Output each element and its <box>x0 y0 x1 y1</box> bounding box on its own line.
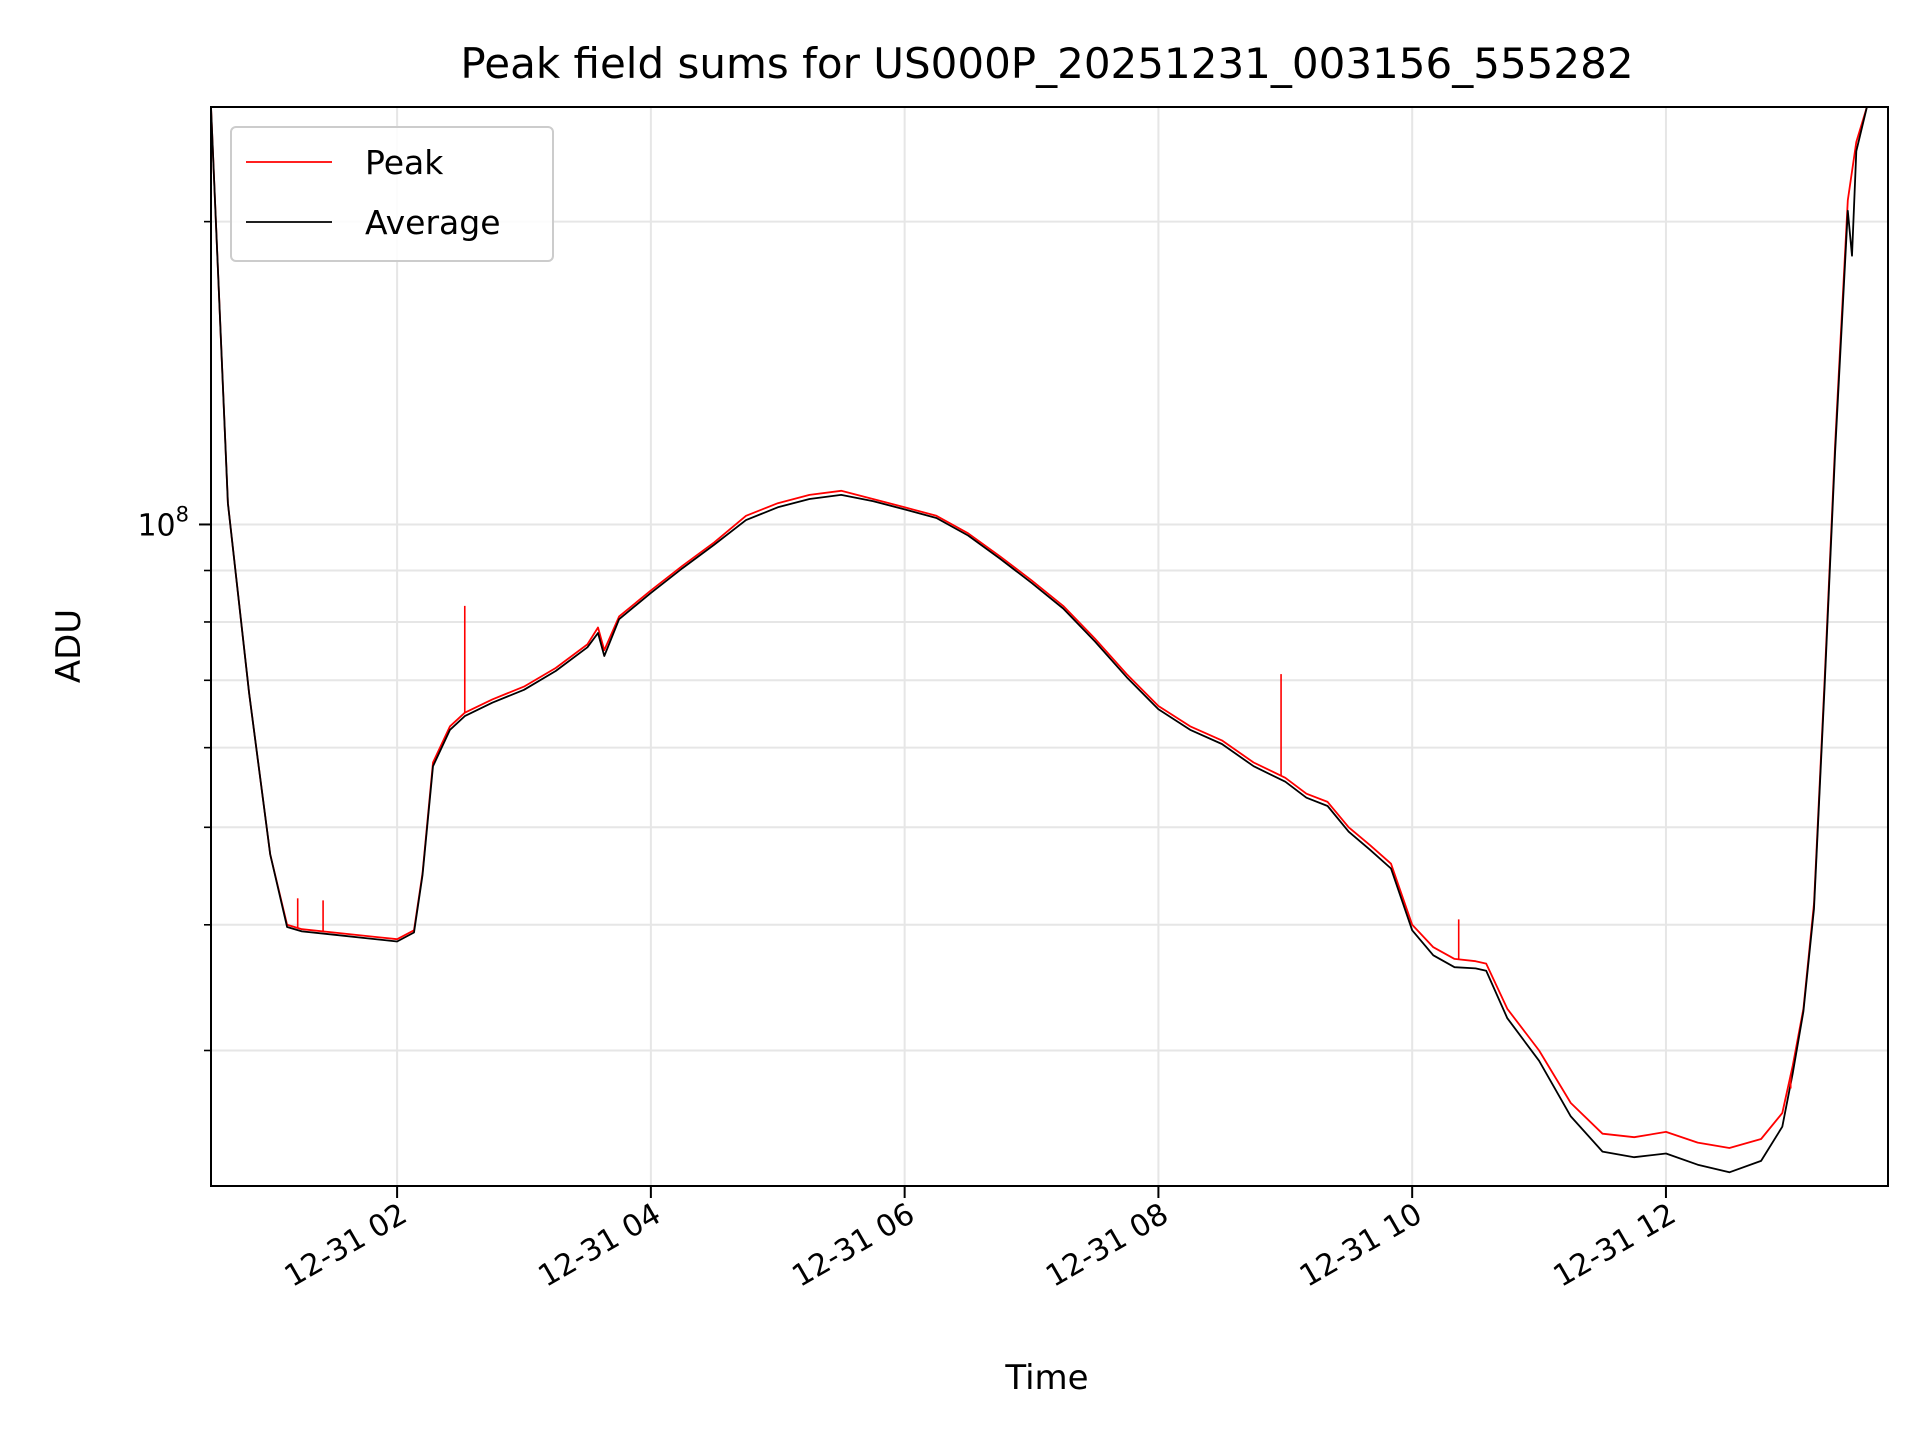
y-axis: 108 <box>137 220 211 1052</box>
legend-box <box>230 126 554 262</box>
x-tick-label: 12-31 10 <box>1294 1197 1428 1295</box>
x-tick-label: 12-31 02 <box>279 1197 413 1295</box>
series-line-peak <box>211 107 1868 1149</box>
plot-area <box>211 107 1868 1174</box>
series-line-average <box>211 107 1868 1174</box>
y-tick-label: 108 <box>137 502 189 543</box>
x-tick-label: 12-31 04 <box>533 1197 667 1295</box>
x-tick-label: 12-31 08 <box>1040 1197 1174 1295</box>
legend: Peak Average <box>230 126 554 262</box>
legend-label-average: Average <box>365 203 501 242</box>
chart-title: Peak field sums for US000P_20251231_0031… <box>460 39 1633 88</box>
x-axis: 12-31 02 12-31 04 12-31 06 12-31 08 12-31 10… <box>279 1186 1682 1294</box>
plot-frame <box>210 106 1889 1187</box>
x-tick-label: 12-31 06 <box>786 1197 920 1295</box>
y-axis-label: ADU <box>49 609 89 683</box>
x-axis-label: Time <box>1004 1358 1088 1398</box>
grid-lines <box>211 107 1888 1186</box>
x-tick-label: 12-31 12 <box>1548 1197 1682 1295</box>
legend-label-peak: Peak <box>365 143 444 182</box>
